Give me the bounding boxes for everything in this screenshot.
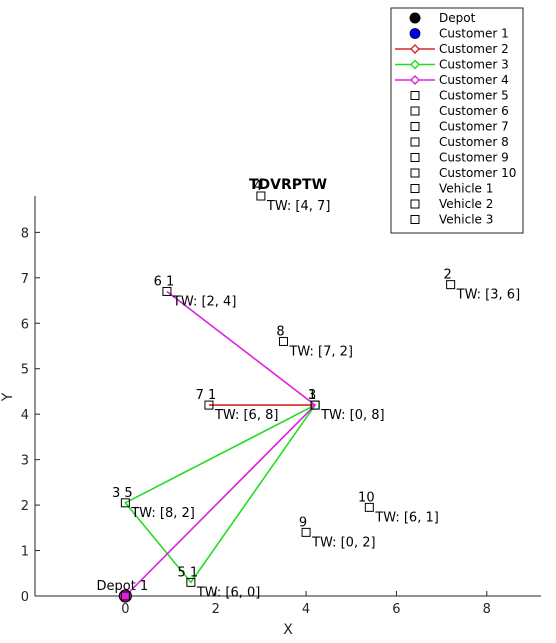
y-tick-label: 3 [21,454,29,469]
x-axis-label: X [283,622,293,638]
legend-marker [410,215,420,224]
y-tick-label: 8 [21,226,29,241]
legend-label: Customer 7 [439,120,509,134]
time-window-label: TW: [8, 2] [130,506,195,521]
time-window-label: TW: [3, 6] [456,288,520,303]
time-window-label: TW: [0, 2] [311,535,376,550]
legend-marker [410,106,420,116]
legend-label: Customer 10 [439,166,516,180]
legend-marker [410,75,420,85]
node-label: Depot 1 [96,579,148,594]
legend-label: Depot [439,11,476,25]
node-label: 3 [308,388,316,403]
legend-marker [410,153,420,162]
legend-marker [409,12,421,24]
time-window-label: TW: [2, 4] [172,294,237,309]
depot-square [120,591,130,601]
routes [124,290,317,597]
axes: 0 2 4 6 8 0 1 2 3 4 5 6 7 8 [21,196,541,617]
y-tick-label: 6 [21,317,29,332]
customer-marker [256,191,266,201]
x-tick-label: 0 [121,602,129,617]
customer-marker [204,400,214,410]
depot-marker [118,589,132,603]
time-window-label: TW: [6, 8] [214,408,279,423]
node-label: 5 1 [178,565,199,580]
customer-marker [186,577,196,587]
legend-label: Vehicle 2 [439,197,493,211]
legend-marker [410,44,420,54]
y-tick-label: 5 [21,363,29,378]
node-label: 10 [358,490,375,505]
y-tick-label: 2 [21,499,29,514]
y-tick-label: 7 [21,272,29,287]
legend-marker [410,91,420,100]
legend-label: Customer 9 [439,151,509,165]
x-tick-label: 8 [483,602,491,617]
y-tick-label: 4 [21,408,29,423]
legend-marker [410,184,420,193]
legend-label: Customer 1 [439,27,509,41]
y-axis-label: Y [0,392,16,402]
legend-label: Vehicle 3 [439,213,493,227]
time-window-label: TW: [0, 8] [320,408,385,423]
nodes: Depot 1 1 TW: [0, 8] 2 TW: [3, 6] 3 3 5 TW: [8,… [96,179,520,603]
node-label: 1 [308,388,316,403]
legend-marker [410,59,420,70]
legend-marker [410,168,420,178]
customer-marker [162,286,172,296]
route-line [124,404,316,584]
y-tick-label: 1 [21,545,29,560]
time-window-label: TW: [6, 1] [374,510,439,525]
node-label: 2 [444,268,452,283]
x-tick-label: 2 [212,602,220,617]
legend-label: Customer 5 [439,89,509,103]
legend-label: Customer 3 [439,58,509,72]
legend-label: Customer 8 [439,135,509,149]
customer-marker [446,280,456,290]
route-line [124,290,317,597]
node-label: 4 [254,179,262,194]
x-tick-label: 6 [392,602,400,617]
legend-marker [410,199,420,209]
legend-marker [410,122,420,131]
legend-box [390,7,524,234]
customer-marker [301,527,311,537]
x-tick-label: 4 [302,602,310,617]
customer-marker [310,400,320,410]
time-window-label: TW: [6, 0] [196,585,261,600]
node-label: 7 1 [196,388,217,403]
node-label: 8 [276,324,284,339]
node-label: 9 [299,515,307,530]
legend-label: Customer 6 [439,104,509,118]
time-window-label: TW: [7, 2] [288,344,353,359]
y-tick-label: 0 [21,590,29,605]
legend-label: Customer 2 [439,42,509,56]
chart-title: TDVRPTW [249,177,327,193]
customer-marker [364,502,374,512]
legend-marker [410,137,420,147]
customer-marker [120,498,130,508]
time-window-label: TW: [4, 7] [266,199,331,214]
customer-marker [278,336,288,346]
node-label: 6 1 [154,274,175,289]
legend-label: Customer 4 [439,73,509,87]
node-label: 3 5 [112,486,133,501]
legend-label: Vehicle 1 [439,182,493,196]
legend-marker [409,28,421,39]
